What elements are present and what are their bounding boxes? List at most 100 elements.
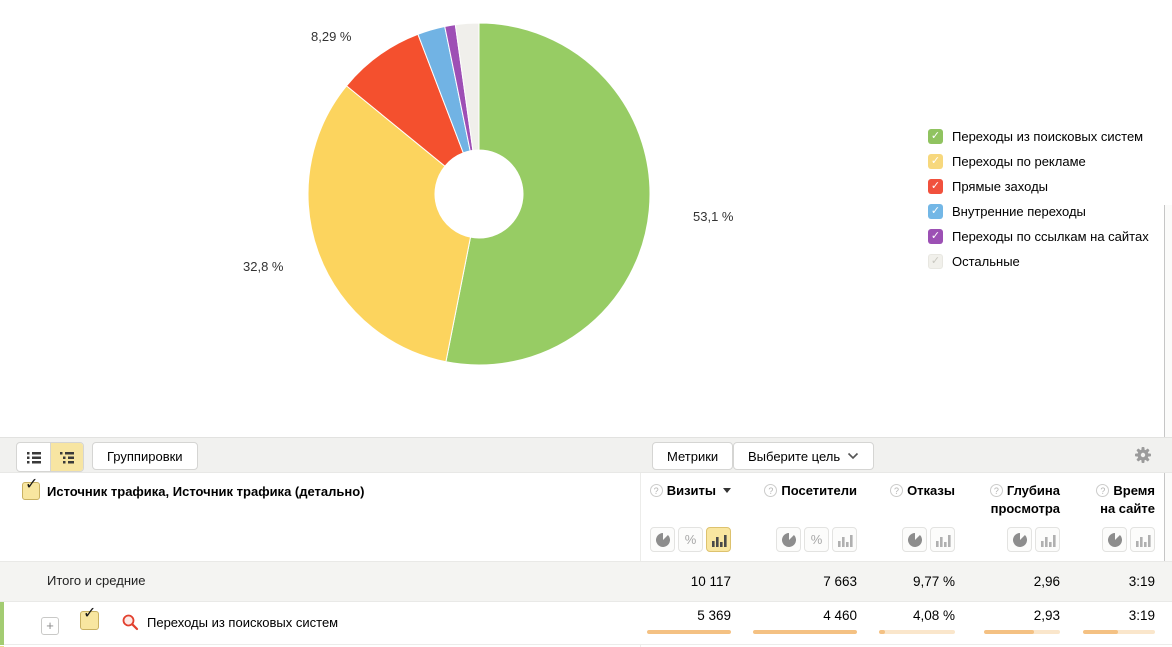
legend-item-4[interactable]: ✓ Внутренние переходы bbox=[928, 199, 1149, 224]
totals-value: 2,96 bbox=[1033, 574, 1060, 589]
row-value: 4,08 % bbox=[912, 608, 955, 623]
column-header-5[interactable]: ? Время на сайте bbox=[1058, 482, 1155, 518]
percent-mode-button[interactable]: % bbox=[804, 527, 829, 552]
vertical-scrollbar[interactable] bbox=[1164, 205, 1172, 577]
legend-item-5[interactable]: ✓ Переходы по ссылкам на сайтах bbox=[928, 224, 1149, 249]
row-checkbox[interactable]: ✓ bbox=[80, 606, 99, 630]
legend-checkbox-icon[interactable]: ✓ bbox=[928, 179, 943, 194]
bars-mode-icon bbox=[935, 534, 951, 547]
pie-mode-icon bbox=[781, 532, 796, 547]
column-header-label: Время bbox=[1113, 483, 1155, 498]
bars-mode-button[interactable] bbox=[1035, 527, 1060, 552]
help-icon[interactable]: ? bbox=[1096, 484, 1110, 497]
legend-item-6[interactable]: ✓ Остальные bbox=[928, 249, 1149, 274]
legend-item-label: Переходы из поисковых систем bbox=[952, 129, 1144, 144]
chart-legend: ✓ Переходы из поисковых систем ✓ Переходы п… bbox=[928, 124, 1149, 274]
bars-mode-button[interactable] bbox=[1130, 527, 1155, 552]
legend-item-3[interactable]: ✓ Прямые заходы bbox=[928, 174, 1149, 199]
column-header-2[interactable]: ? Посетители bbox=[737, 482, 857, 500]
search-engine-icon bbox=[121, 613, 140, 634]
bars-mode-button[interactable] bbox=[930, 527, 955, 552]
totals-value: 9,77 % bbox=[912, 574, 955, 589]
bars-mode-icon bbox=[1040, 534, 1056, 547]
legend-checkbox-icon[interactable]: ✓ bbox=[928, 204, 943, 219]
pie-mode-icon bbox=[655, 532, 670, 547]
pie-mode-icon bbox=[907, 532, 922, 547]
totals-row-label: Итого и средние bbox=[47, 573, 146, 588]
pie-slice-2[interactable] bbox=[307, 85, 472, 363]
column-header-label: Визиты bbox=[666, 483, 716, 498]
row-value: 2,93 bbox=[1033, 608, 1060, 623]
help-icon[interactable]: ? bbox=[890, 484, 904, 497]
legend-checkbox-icon[interactable]: ✓ bbox=[928, 229, 943, 244]
table-toolbar: Группировки Метрики Выберите цель bbox=[0, 437, 1172, 473]
pie-mode-button[interactable] bbox=[1007, 527, 1032, 552]
row-label[interactable]: Переходы из поисковых систем bbox=[147, 615, 339, 630]
table-row[interactable] bbox=[0, 602, 1172, 645]
groupings-button[interactable]: Группировки bbox=[92, 442, 198, 470]
row-value-bar bbox=[984, 630, 1060, 634]
row-value-bar bbox=[647, 630, 731, 634]
metrics-button-label: Метрики bbox=[667, 448, 719, 464]
bars-mode-button[interactable] bbox=[832, 527, 857, 552]
legend-item-label: Остальные bbox=[952, 254, 1020, 269]
pie-mode-icon bbox=[1107, 532, 1122, 547]
metrics-button[interactable]: Метрики bbox=[652, 442, 734, 470]
bars-mode-icon bbox=[837, 534, 853, 547]
goal-select-button[interactable]: Выберите цель bbox=[733, 442, 875, 470]
dimension-header: Источник трафика, Источник трафика (дета… bbox=[47, 484, 365, 499]
check-icon: ✓ bbox=[25, 476, 39, 493]
check-icon: ✓ bbox=[83, 605, 97, 622]
pie-percent-label: 8,29 % bbox=[311, 29, 352, 44]
legend-checkbox-icon[interactable]: ✓ bbox=[928, 254, 943, 269]
pie-mode-button[interactable] bbox=[1102, 527, 1127, 552]
column-header-label: просмотра bbox=[990, 501, 1060, 516]
legend-item-label: Переходы по рекламе bbox=[952, 154, 1086, 169]
help-icon[interactable]: ? bbox=[649, 484, 663, 497]
row-value-bar bbox=[879, 630, 955, 634]
column-header-label: Глубина bbox=[1006, 483, 1060, 498]
pie-mode-button[interactable] bbox=[776, 527, 801, 552]
expand-row-button[interactable]: + bbox=[41, 617, 59, 635]
pie-percent-label: 53,1 % bbox=[693, 209, 734, 224]
column-header-3[interactable]: ? Отказы bbox=[858, 482, 955, 500]
row-value: 4 460 bbox=[823, 608, 857, 623]
pie-slice-1[interactable] bbox=[445, 22, 651, 366]
view-toggle bbox=[16, 442, 84, 472]
column-divider bbox=[640, 473, 641, 647]
legend-item-label: Переходы по ссылкам на сайтах bbox=[952, 229, 1149, 244]
pie-mode-button[interactable] bbox=[650, 527, 675, 552]
sort-desc-icon bbox=[723, 488, 731, 493]
totals-value: 7 663 bbox=[823, 574, 857, 589]
legend-checkbox-icon[interactable]: ✓ bbox=[928, 154, 943, 169]
settings-gear-icon[interactable] bbox=[1134, 446, 1152, 464]
totals-value: 10 117 bbox=[690, 574, 731, 589]
help-icon[interactable]: ? bbox=[764, 484, 778, 497]
percent-mode-button[interactable]: % bbox=[678, 527, 703, 552]
row-value-bar bbox=[753, 630, 857, 634]
bars-mode-icon bbox=[1135, 534, 1151, 547]
pie-mode-button[interactable] bbox=[902, 527, 927, 552]
pie-slice-6[interactable] bbox=[454, 22, 480, 151]
help-icon[interactable]: ? bbox=[989, 484, 1003, 497]
dimension-checkbox[interactable]: ✓ bbox=[22, 477, 40, 500]
column-header-label: на сайте bbox=[1100, 501, 1155, 516]
column-header-4[interactable]: ? Глубина просмотра bbox=[963, 482, 1060, 518]
flat-list-view-button[interactable] bbox=[17, 443, 50, 471]
goal-select-label: Выберите цель bbox=[748, 448, 841, 464]
column-header-1[interactable]: ? Визиты bbox=[613, 482, 731, 500]
legend-checkbox-icon[interactable]: ✓ bbox=[928, 129, 943, 144]
column-header-label: Посетители bbox=[781, 483, 857, 498]
column-header-label: Отказы bbox=[907, 483, 955, 498]
legend-item-2[interactable]: ✓ Переходы по рекламе bbox=[928, 149, 1149, 174]
pie-mode-icon bbox=[1012, 532, 1027, 547]
legend-item-label: Прямые заходы bbox=[952, 179, 1049, 194]
groupings-button-label: Группировки bbox=[107, 448, 183, 464]
chevron-down-icon bbox=[847, 452, 859, 460]
tree-list-view-button[interactable] bbox=[50, 443, 83, 471]
legend-item-1[interactable]: ✓ Переходы из поисковых систем bbox=[928, 124, 1149, 149]
totals-row bbox=[0, 561, 1172, 602]
row-value: 3:19 bbox=[1128, 608, 1155, 623]
bars-mode-button[interactable] bbox=[706, 527, 731, 552]
